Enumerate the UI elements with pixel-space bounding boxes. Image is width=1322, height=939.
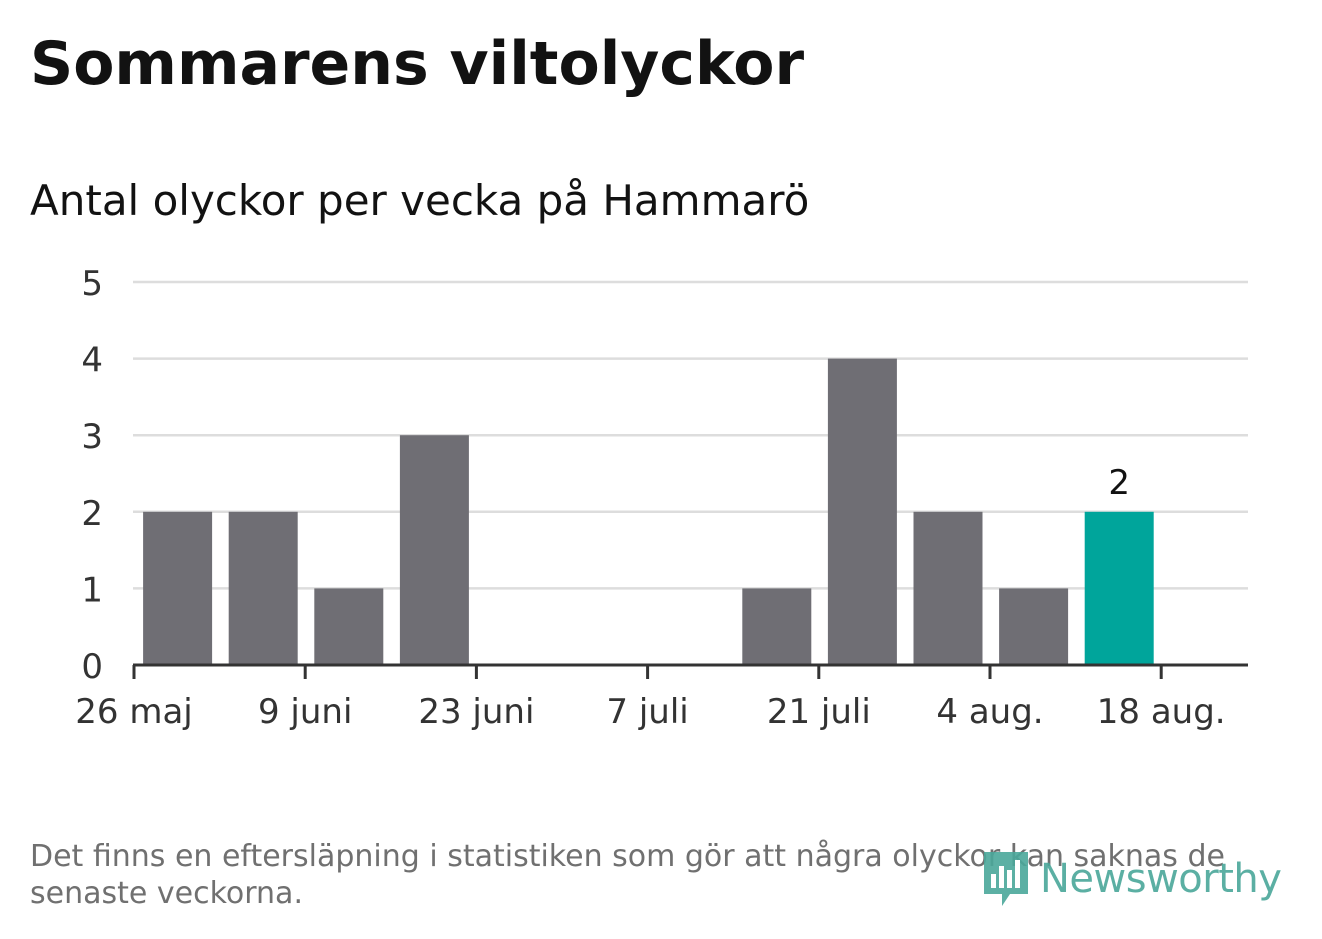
bar (827, 358, 897, 665)
x-tick-label: 23 juni (418, 692, 534, 732)
bar-highlight (1084, 511, 1154, 665)
data-label: 2 (1108, 463, 1130, 503)
x-tick-label: 4 aug. (936, 692, 1043, 732)
page-title: Sommarens viltolyckor (30, 29, 805, 99)
newsworthy-logo-text: Newsworthy (1040, 856, 1282, 902)
newsworthy-logo-icon (984, 852, 1028, 906)
y-tick-label: 5 (81, 264, 103, 304)
bar-chart: 0 1 2 3 4 5 2 26 maj 9 juni 23 juni 7 juli 21 juli 4… (75, 264, 1248, 732)
x-tick-label: 21 juli (767, 692, 871, 732)
bar (742, 588, 812, 665)
newsworthy-logo: Newsworthy (980, 848, 1282, 910)
y-tick-label: 0 (81, 647, 103, 687)
y-tick-label: 4 (81, 341, 103, 381)
bar (314, 588, 384, 665)
x-tick-label: 7 juli (606, 692, 688, 732)
chart-subtitle: Antal olyckor per vecka på Hammarö (30, 176, 810, 225)
bar (143, 511, 213, 665)
x-tick-label: 18 aug. (1097, 692, 1226, 732)
bar (399, 435, 469, 665)
x-tick-label: 9 juni (258, 692, 352, 732)
y-tick-label: 1 (81, 570, 103, 610)
y-tick-label: 2 (81, 494, 103, 534)
x-tick-label: 26 maj (75, 692, 192, 732)
y-tick-label: 3 (81, 417, 103, 457)
bar (999, 588, 1069, 665)
bar (228, 511, 298, 665)
bar (913, 511, 983, 665)
